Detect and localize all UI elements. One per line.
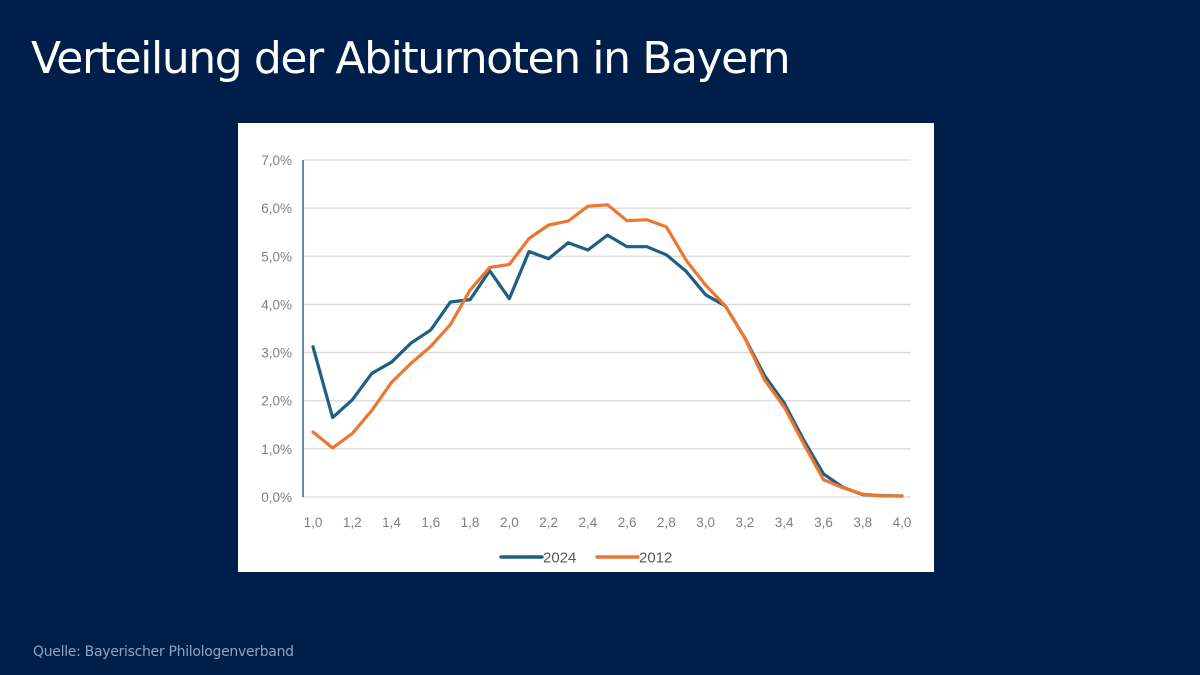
gridlines	[303, 159, 911, 498]
line-chart: 0,0%1,0%2,0%3,0%4,0%5,0%6,0%7,0% 1,0 1,2 1…	[261, 153, 912, 567]
x-tick-label: 3,2	[736, 515, 755, 530]
x-tick-label: 3,8	[853, 515, 872, 530]
y-tick-label: 2,0%	[261, 394, 292, 409]
x-tick-label: 1,2	[343, 515, 362, 530]
slide-title: Verteilung der Abiturnoten in Bayern	[31, 33, 791, 84]
x-tick-label: 4,0	[893, 515, 912, 530]
y-tick-label: 6,0%	[261, 201, 292, 216]
y-tick-label: 4,0%	[261, 297, 292, 312]
x-tick-label: 1,8	[461, 515, 480, 530]
x-axis-tick-labels: 1,0 1,2 1,4 1,6 1,8 2,0 2,2 2,4 2,6 2,8 3,0 3,2 3,4 3…	[304, 515, 912, 530]
x-tick-label: 3,4	[775, 515, 794, 530]
legend-label-2012: 2012	[639, 550, 672, 567]
legend-label-2024: 2024	[543, 550, 576, 567]
x-tick-label: 2,6	[618, 515, 637, 530]
x-tick-label: 1,4	[382, 515, 401, 530]
y-axis-tick-labels: 0,0% 1,0% 2,0% 3,0% 4,0% 5,0% 6,0% 7,0%	[261, 153, 292, 505]
series-line-2012	[311, 203, 904, 498]
x-tick-label: 1,6	[421, 515, 440, 530]
chart-panel: 0,0% 1,0% 2,0% 3,0% 4,0% 5,0% 6,0% 7,0% 1,0 1,2 1…	[238, 123, 934, 572]
y-tick-label: 3,0%	[261, 346, 292, 361]
x-tick-label: 3,0	[696, 515, 715, 530]
y-tick-label: 5,0%	[261, 249, 292, 264]
x-tick-label: 2,4	[578, 515, 597, 530]
y-tick-label: 7,0%	[261, 153, 292, 168]
y-tick-label: 1,0%	[261, 442, 292, 457]
legend: 2024 2012	[499, 550, 672, 567]
x-tick-label: 3,6	[814, 515, 833, 530]
x-tick-label: 2,2	[539, 515, 558, 530]
x-tick-label: 2,0	[500, 515, 519, 530]
source-note: Quelle: Bayerischer Philologenverband	[33, 644, 294, 660]
series-line-2024	[311, 233, 904, 498]
x-tick-label: 1,0	[304, 515, 323, 530]
x-tick-label: 2,8	[657, 515, 676, 530]
y-tick-label: 0,0%	[261, 490, 292, 505]
series-lines	[311, 203, 904, 498]
